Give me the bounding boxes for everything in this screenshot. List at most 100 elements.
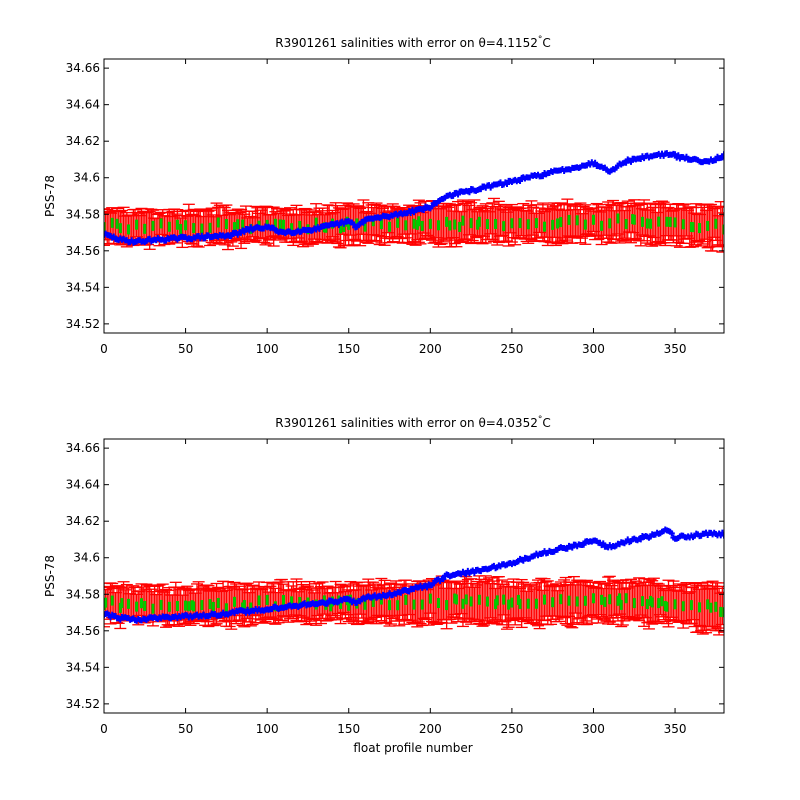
float-point <box>504 180 510 187</box>
climatology-marker <box>290 596 294 607</box>
climatology-marker <box>665 601 669 612</box>
climatology-marker <box>404 220 408 231</box>
climatology-marker <box>477 216 481 227</box>
climatology-marker <box>417 216 421 227</box>
climatology-marker <box>208 599 212 610</box>
climatology-marker <box>242 600 246 611</box>
bottom-plot-area <box>104 526 724 636</box>
climatology-marker <box>428 593 432 604</box>
climatology-marker <box>559 594 563 605</box>
x-tick-label: 100 <box>256 342 279 356</box>
climatology-marker <box>464 594 468 605</box>
climatology-marker <box>241 602 245 613</box>
y-tick-label: 34.52 <box>66 317 100 331</box>
climatology-marker <box>298 597 302 608</box>
climatology-marker <box>236 219 240 230</box>
climatology-marker <box>453 219 457 230</box>
climatology-marker <box>518 598 522 609</box>
climatology-marker <box>290 223 294 234</box>
climatology-marker <box>420 599 424 610</box>
climatology-marker <box>388 221 392 232</box>
climatology-marker <box>396 217 400 228</box>
climatology-marker <box>706 220 710 231</box>
climatology-marker <box>476 219 480 230</box>
x-tick-label: 50 <box>178 342 193 356</box>
x-tick-label: 50 <box>178 722 193 736</box>
climatology-marker <box>624 593 628 604</box>
climatology-marker <box>681 601 685 612</box>
climatology-marker <box>691 222 695 233</box>
climatology-marker <box>698 223 702 234</box>
climatology-marker <box>151 220 155 231</box>
bottom-chart-title: R3901261 salinities with error on θ=4.03… <box>275 415 550 430</box>
climatology-marker <box>135 601 139 612</box>
climatology-marker <box>516 594 520 605</box>
climatology-marker <box>126 598 130 609</box>
climatology-marker <box>159 218 163 229</box>
float-point <box>719 154 724 161</box>
y-tick-label: 34.58 <box>66 207 100 221</box>
float-point <box>539 173 546 180</box>
climatology-marker <box>485 219 489 230</box>
climatology-marker <box>722 224 724 235</box>
climatology-marker <box>104 597 108 608</box>
y-tick-label: 34.52 <box>66 697 100 711</box>
x-tick-label: 350 <box>664 342 687 356</box>
climatology-marker <box>342 221 346 232</box>
float-point <box>628 158 634 165</box>
climatology-marker <box>650 597 654 608</box>
climatology-marker <box>265 594 269 605</box>
float-point <box>675 152 682 159</box>
x-tick-label: 200 <box>419 722 442 736</box>
climatology-marker <box>216 597 220 608</box>
float-series <box>104 150 724 246</box>
top-chart: R3901261 salinities with error on θ=4.11… <box>43 35 725 356</box>
climatology-marker <box>273 218 277 229</box>
climatology-marker <box>722 607 724 618</box>
climatology-marker <box>192 223 196 234</box>
climatology-marker <box>583 219 587 230</box>
climatology-marker <box>281 594 285 605</box>
top-y-axis-label: PSS-78 <box>43 175 57 217</box>
y-tick-label: 34.64 <box>66 478 100 492</box>
bottom-x-axis-label: float profile number <box>353 741 472 755</box>
climatology-marker <box>543 594 547 605</box>
climatology-marker <box>543 221 547 232</box>
climatology-marker <box>632 214 636 225</box>
climatology-marker <box>645 218 649 229</box>
float-point <box>517 177 524 184</box>
climatology-marker <box>502 221 506 232</box>
climatology-marker <box>507 599 511 610</box>
climatology-marker <box>591 593 595 604</box>
climatology-marker <box>233 596 237 607</box>
climatology-marker <box>208 222 212 233</box>
climatology-marker <box>115 218 119 229</box>
climatology-marker <box>649 595 653 606</box>
climatology-marker <box>278 219 282 230</box>
climatology-marker <box>454 594 458 605</box>
climatology-marker <box>706 599 710 610</box>
climatology-marker <box>668 216 672 227</box>
climatology-marker <box>175 219 179 230</box>
climatology-marker <box>583 595 587 606</box>
climatology-marker <box>689 600 693 611</box>
climatology-marker <box>120 598 124 609</box>
top-axes-frame <box>103 58 725 334</box>
climatology-marker <box>200 600 204 611</box>
x-tick-label: 200 <box>419 342 442 356</box>
y-tick-label: 34.54 <box>66 660 100 674</box>
climatology-marker <box>663 601 667 612</box>
x-tick-label: 350 <box>664 722 687 736</box>
climatology-marker <box>616 213 620 224</box>
climatology-marker <box>719 606 723 617</box>
climatology-marker <box>167 221 171 232</box>
climatology-marker <box>649 218 653 229</box>
climatology-marker <box>600 220 604 231</box>
y-tick-label: 34.6 <box>73 551 100 565</box>
climatology-marker <box>673 599 677 610</box>
float-point <box>324 600 331 607</box>
climatology-marker <box>179 223 183 234</box>
climatology-marker <box>495 595 499 606</box>
climatology-marker <box>110 595 114 606</box>
climatology-marker <box>175 601 179 612</box>
